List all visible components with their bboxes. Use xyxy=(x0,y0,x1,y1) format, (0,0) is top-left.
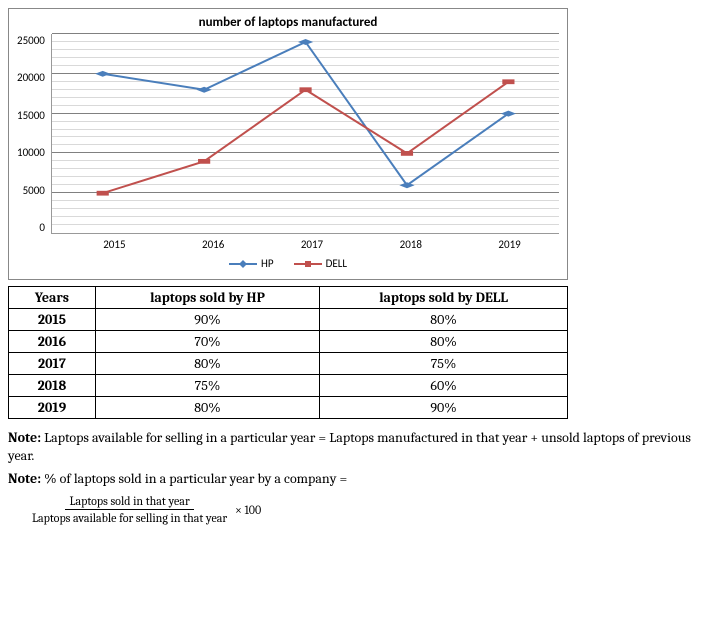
table-row: 201980%90% xyxy=(9,396,568,418)
chart-title: number of laptops manufactured xyxy=(17,15,559,30)
table-row: 201590%80% xyxy=(9,308,568,330)
formula: Laptops sold in that year Laptops availa… xyxy=(28,493,708,526)
legend: HP DELL xyxy=(17,251,559,275)
fraction: Laptops sold in that year Laptops availa… xyxy=(28,493,231,526)
legend-label: DELL xyxy=(326,257,347,270)
x-tick-label: 2016 xyxy=(164,238,263,251)
marker-hp xyxy=(95,71,110,77)
value-cell: 75% xyxy=(95,374,319,396)
value-cell: 90% xyxy=(320,396,568,418)
value-cell: 60% xyxy=(320,374,568,396)
year-cell: 2018 xyxy=(9,374,96,396)
value-cell: 75% xyxy=(320,352,568,374)
value-cell: 80% xyxy=(95,396,319,418)
numerator: Laptops sold in that year xyxy=(65,493,193,510)
y-tick-label: 0 xyxy=(39,221,45,234)
value-cell: 70% xyxy=(95,330,319,352)
data-table: Yearslaptops sold by HPlaptops sold by D… xyxy=(8,286,568,419)
formula-tail: × 100 xyxy=(235,502,261,518)
marker-hp xyxy=(399,182,414,188)
marker-dell xyxy=(502,79,514,84)
table-row: 201875%60% xyxy=(9,374,568,396)
marker-dell xyxy=(401,151,413,156)
value-cell: 80% xyxy=(320,308,568,330)
note-label: Note: xyxy=(8,429,41,446)
notes: Note: Laptops available for selling in a… xyxy=(8,429,708,527)
plot-area: 25000 20000 15000 10000 5000 0 xyxy=(17,34,559,234)
year-cell: 2019 xyxy=(9,396,96,418)
note-2: Note: % of laptops sold in a particular … xyxy=(8,470,708,489)
chart-container: number of laptops manufactured 25000 2000… xyxy=(8,8,568,280)
year-cell: 2017 xyxy=(9,352,96,374)
plot xyxy=(51,34,559,234)
table-header: laptops sold by HP xyxy=(95,286,319,308)
series-line-dell xyxy=(103,82,509,193)
marker-dell xyxy=(299,87,311,92)
note-1: Note: Laptops available for selling in a… xyxy=(8,429,708,467)
legend-item-dell: DELL xyxy=(294,257,347,270)
legend-label: HP xyxy=(261,257,274,270)
marker-dell xyxy=(97,191,109,196)
year-cell: 2015 xyxy=(9,308,96,330)
y-tick-label: 5000 xyxy=(23,184,45,197)
legend-swatch xyxy=(229,258,257,270)
x-tick-label: 2017 xyxy=(263,238,362,251)
y-tick-label: 20000 xyxy=(17,71,45,84)
table-row: 201670%80% xyxy=(9,330,568,352)
note-text: Laptops available for selling in a parti… xyxy=(8,429,691,465)
marker-hp xyxy=(501,111,516,117)
series-line-hp xyxy=(103,42,509,185)
value-cell: 80% xyxy=(95,352,319,374)
y-tick-label: 15000 xyxy=(17,109,45,122)
legend-item-hp: HP xyxy=(229,257,274,270)
note-text: % of laptops sold in a particular year b… xyxy=(41,470,347,487)
y-axis: 25000 20000 15000 10000 5000 0 xyxy=(17,34,51,234)
value-cell: 80% xyxy=(320,330,568,352)
y-tick-label: 10000 xyxy=(17,146,45,159)
y-tick-label: 25000 xyxy=(17,34,45,47)
table-header: Years xyxy=(9,286,96,308)
table-row: 201780%75% xyxy=(9,352,568,374)
denominator: Laptops available for selling in that ye… xyxy=(28,510,231,526)
value-cell: 90% xyxy=(95,308,319,330)
marker-dell xyxy=(198,159,210,164)
table-header: laptops sold by DELL xyxy=(320,286,568,308)
x-tick-label: 2019 xyxy=(460,238,559,251)
x-axis: 20152016201720182019 xyxy=(65,234,559,251)
note-label: Note: xyxy=(8,470,41,487)
year-cell: 2016 xyxy=(9,330,96,352)
x-tick-label: 2015 xyxy=(65,238,164,251)
legend-swatch xyxy=(294,258,322,270)
x-tick-label: 2018 xyxy=(361,238,460,251)
